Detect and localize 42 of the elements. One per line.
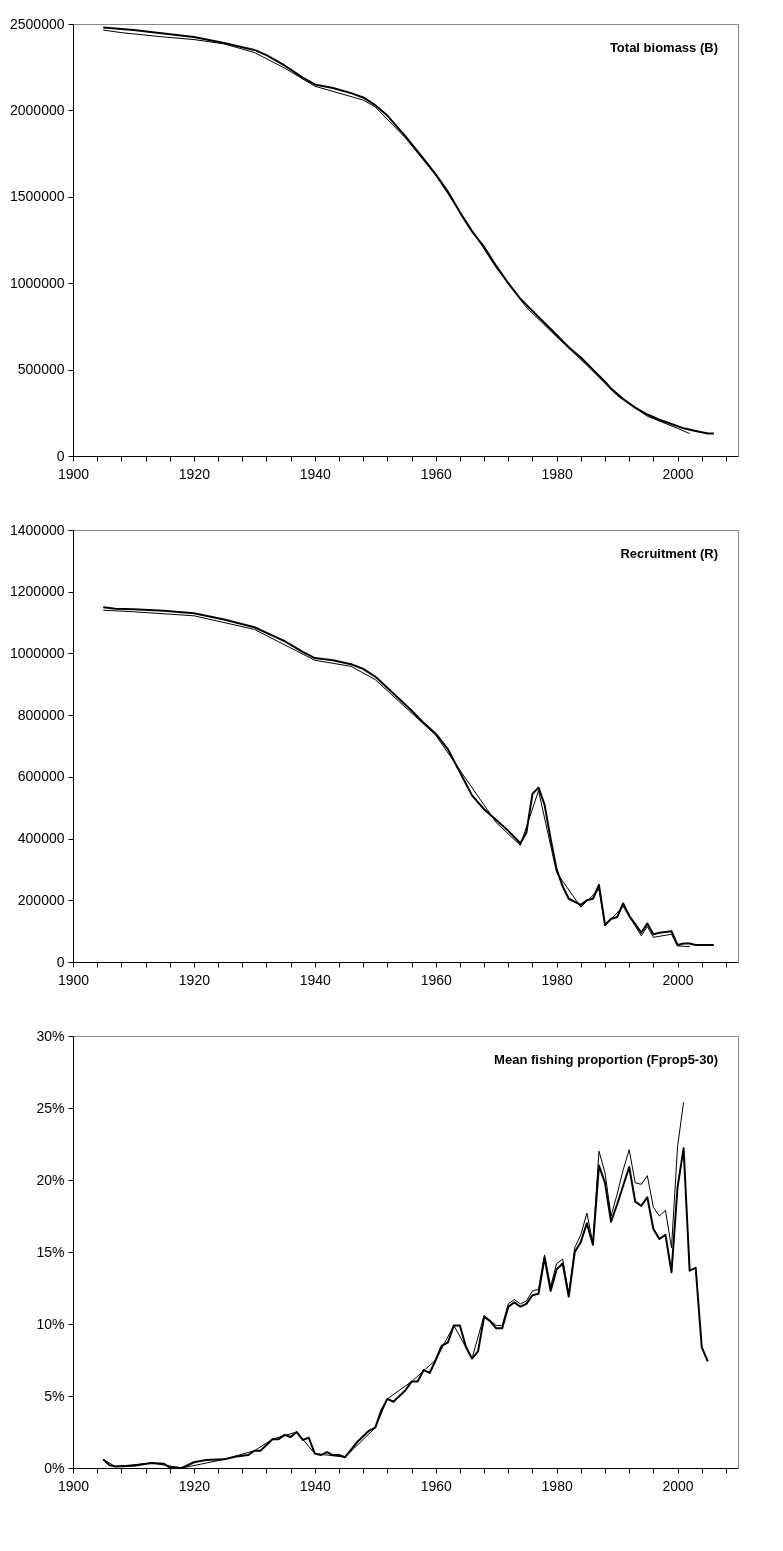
x-tick-label: 1980: [541, 971, 573, 988]
y-tick-label: 1200000: [9, 583, 65, 600]
y-tick-label: 0: [56, 447, 65, 464]
y-tick-label: 1000000: [9, 644, 65, 661]
y-tick-label: 2000000: [9, 101, 65, 118]
x-tick-label: 1900: [57, 1477, 90, 1494]
text: Recruitment (R): [620, 546, 718, 561]
y-tick-label: 25%: [36, 1099, 65, 1116]
y-tick-label: 0: [56, 953, 65, 970]
text: Mean fishing proportion (Fprop5-30): [494, 1052, 718, 1067]
y-tick-label: 400000: [17, 830, 65, 847]
y-tick-label: 20%: [36, 1171, 65, 1188]
x-tick-label: 2000: [662, 1477, 694, 1494]
y-tick-label: 1400000: [9, 521, 65, 538]
x-tick-label: 1940: [299, 465, 332, 482]
x-tick-label: 1900: [57, 971, 90, 988]
x-tick-label: 1900: [57, 465, 90, 482]
text: Total biomass (B): [609, 40, 718, 55]
x-tick-label: 2000: [662, 465, 694, 482]
x-tick-label: 1960: [420, 465, 453, 482]
y-tick-label: 500000: [17, 361, 65, 378]
y-tick-label: 0%: [44, 1459, 65, 1476]
x-tick-label: 1920: [178, 465, 211, 482]
x-tick-label: 1940: [299, 971, 332, 988]
x-tick-label: 1920: [178, 1477, 211, 1494]
x-tick-label: 1920: [178, 971, 211, 988]
y-tick-label: 2500000: [9, 15, 65, 32]
y-tick-label: 15%: [36, 1243, 65, 1260]
x-tick-label: 1960: [420, 971, 453, 988]
x-tick-label: 1980: [541, 465, 573, 482]
x-tick-label: 2000: [662, 971, 694, 988]
x-tick-label: 1940: [299, 1477, 332, 1494]
y-tick-label: 10%: [36, 1315, 65, 1332]
y-tick-label: 5%: [44, 1387, 65, 1404]
x-tick-label: 1960: [420, 1477, 453, 1494]
y-tick-label: 30%: [36, 1027, 65, 1044]
x-tick-label: 1980: [541, 1477, 573, 1494]
y-tick-label: 800000: [17, 706, 65, 723]
y-tick-label: 600000: [17, 768, 65, 785]
y-tick-label: 1000000: [9, 274, 65, 291]
y-tick-label: 200000: [17, 891, 65, 908]
y-tick-label: 1500000: [9, 188, 65, 205]
